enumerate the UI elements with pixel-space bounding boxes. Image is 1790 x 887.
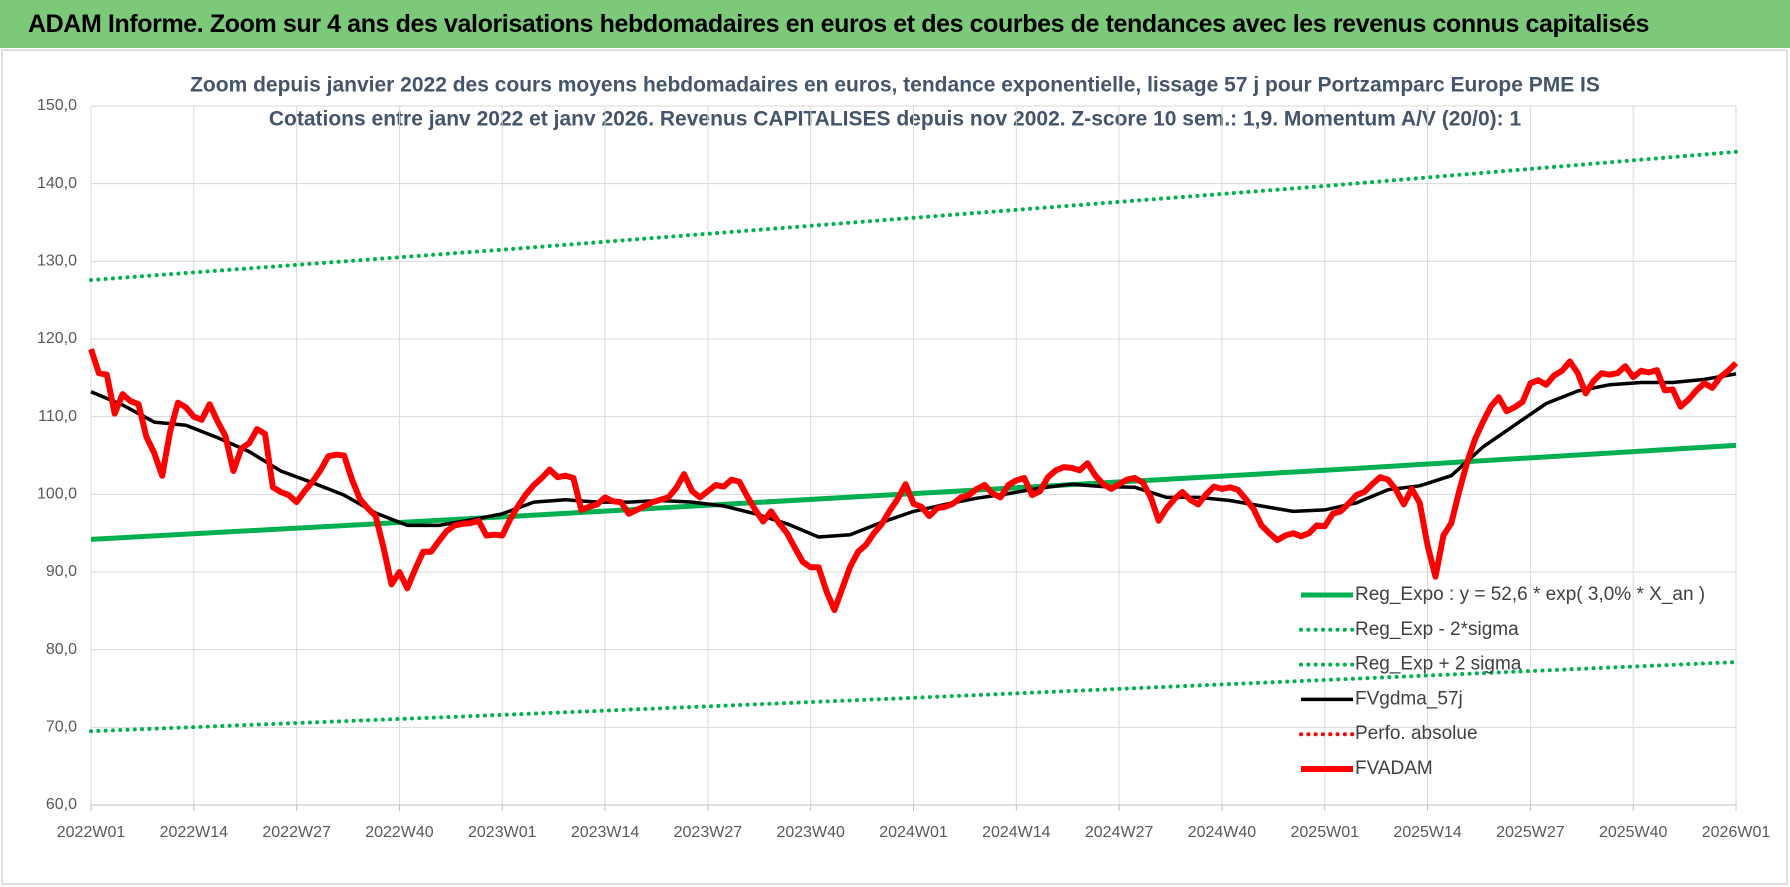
series-line xyxy=(88,348,1739,614)
y-tick-label: 100,0 xyxy=(37,486,77,503)
x-tick-label: 2023W40 xyxy=(776,824,845,841)
series-line xyxy=(89,149,1738,282)
x-tick-label: 2022W01 xyxy=(57,824,126,841)
x-tick-label: 2024W01 xyxy=(879,824,948,841)
x-tick-label: 2023W27 xyxy=(674,824,743,841)
y-tick-label: 60,0 xyxy=(46,796,77,813)
legend-label: Perfo. absolue xyxy=(1355,723,1478,744)
y-tick-label: 120,0 xyxy=(37,330,77,347)
x-tick-label: 2023W14 xyxy=(571,824,640,841)
x-tick-label: 2022W27 xyxy=(262,824,331,841)
x-tick-label: 2022W14 xyxy=(160,824,229,841)
legend-label: Reg_Exp + 2 sigma xyxy=(1355,654,1522,675)
y-tick-label: 140,0 xyxy=(37,175,77,192)
x-tick-label: 2022W40 xyxy=(365,824,434,841)
y-tick-label: 90,0 xyxy=(46,563,77,580)
y-tick-label: 130,0 xyxy=(37,253,77,270)
legend-label: Reg_Expo : y = 52,6 * exp( 3,0% * X_an ) xyxy=(1355,584,1705,605)
legend-label: FVgdma_57j xyxy=(1355,688,1463,709)
chart-subtitle: Cotations entre janv 2022 et janv 2026. … xyxy=(269,108,1522,131)
x-tick-label: 2025W40 xyxy=(1599,824,1668,841)
x-tick-label: 2024W40 xyxy=(1188,824,1257,841)
x-tick-label: 2025W14 xyxy=(1393,824,1462,841)
y-tick-label: 70,0 xyxy=(46,719,77,736)
y-tick-label: 80,0 xyxy=(46,641,77,658)
x-tick-label: 2026W01 xyxy=(1702,824,1771,841)
y-tick-label: 150,0 xyxy=(37,97,77,114)
header-title: ADAM Informe. Zoom sur 4 ans des valoris… xyxy=(28,10,1649,38)
legend-label: FVADAM xyxy=(1355,758,1433,779)
header: ADAM Informe. Zoom sur 4 ans des valoris… xyxy=(0,0,1790,48)
x-tick-label: 2023W01 xyxy=(468,824,537,841)
x-tick-label: 2025W27 xyxy=(1496,824,1565,841)
x-tick-label: 2024W27 xyxy=(1085,824,1154,841)
chart-frame xyxy=(1,49,1788,885)
x-tick-label: 2025W01 xyxy=(1291,824,1360,841)
chart: Zoom depuis janvier 2022 des cours moyen… xyxy=(1,49,1788,885)
chart-title: Zoom depuis janvier 2022 des cours moyen… xyxy=(190,74,1600,97)
y-tick-label: 110,0 xyxy=(38,408,77,425)
x-tick-label: 2024W14 xyxy=(982,824,1051,841)
legend-label: Reg_Exp - 2*sigma xyxy=(1355,619,1519,640)
series-line xyxy=(89,660,1738,734)
series-line xyxy=(90,442,1737,542)
